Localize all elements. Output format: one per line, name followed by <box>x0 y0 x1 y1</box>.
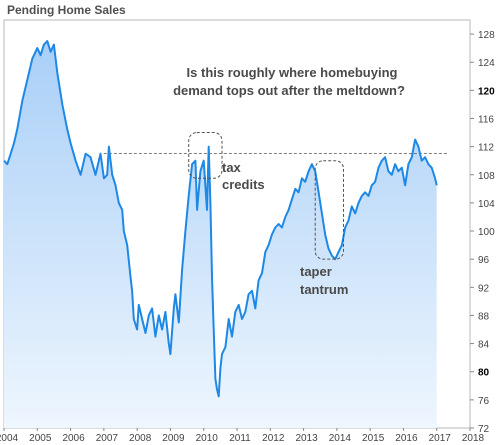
y-tick-label: 72 <box>478 424 490 435</box>
series-line <box>3 40 438 398</box>
annotation-tax-line1: tax <box>222 160 242 175</box>
annotation-tax-line2: credits <box>222 177 265 192</box>
x-tick-label: 2009 <box>162 433 185 444</box>
annotation-main-line2: demand tops out after the meltdown? <box>173 83 405 98</box>
chart-title: Pending Home Sales <box>7 3 126 17</box>
x-tick-label: 2015 <box>362 433 385 444</box>
y-tick-label: 128 <box>478 30 495 41</box>
x-tick-label: 2007 <box>96 433 119 444</box>
x-tick-label: 2006 <box>62 433 85 444</box>
x-tick-label: 2008 <box>129 433 152 444</box>
y-tick-label: 120 <box>478 86 495 97</box>
y-tick-label: 124 <box>478 58 495 69</box>
y-tick-label: 96 <box>478 255 490 266</box>
series-area-fill <box>4 41 437 428</box>
x-tick-label: 2014 <box>329 433 352 444</box>
annotation-taper-line2: tantrum <box>300 282 348 297</box>
x-tick-label: 2016 <box>395 433 418 444</box>
y-tick-label: 112 <box>478 143 494 154</box>
x-tick-label: 2005 <box>29 433 52 444</box>
annotation-taper-line1: taper <box>300 264 332 279</box>
y-tick-label: 104 <box>478 199 495 210</box>
y-tick-label: 76 <box>478 396 490 407</box>
y-tick-label: 100 <box>478 227 495 238</box>
x-tick-label: 2013 <box>295 433 318 444</box>
x-tick-label: 2012 <box>262 433 285 444</box>
annotation-main-line1: Is this roughly where homebuying <box>187 65 398 80</box>
y-tick-label: 108 <box>478 171 495 182</box>
x-tick-label: 2017 <box>429 433 452 444</box>
x-tick-label: 2018 <box>462 433 485 444</box>
x-tick-label: 2004 <box>0 433 19 444</box>
y-tick-label: 88 <box>478 311 490 322</box>
x-tick-label: 2010 <box>196 433 219 444</box>
y-tick-label: 116 <box>478 114 494 125</box>
x-tick-label: 2011 <box>229 433 251 444</box>
tax-credits-box <box>188 132 223 179</box>
taper-tantrum-box <box>314 160 345 260</box>
y-tick-label: 84 <box>478 340 490 351</box>
y-tick-label: 92 <box>478 283 490 294</box>
y-tick-label: 80 <box>478 368 490 379</box>
